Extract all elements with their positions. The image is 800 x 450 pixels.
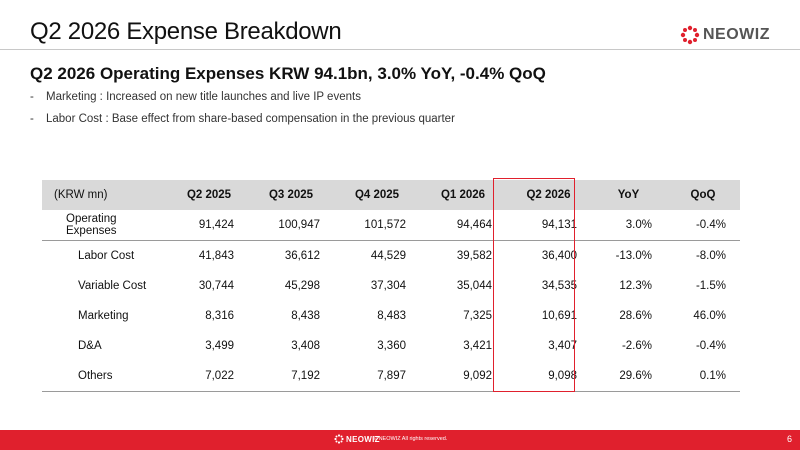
cell: -2.6% <box>621 340 652 352</box>
neowiz-logo: NEOWIZ <box>680 24 770 46</box>
cell: 100,947 <box>248 210 334 241</box>
cell: -0.4% <box>666 210 740 241</box>
cell: -0.4% <box>695 340 726 352</box>
cell: 3,499 <box>205 340 234 352</box>
table-row: D&A 3,499 3,408 3,360 3,421 3,407 -2.6% … <box>42 331 740 361</box>
table-row: Others 7,022 7,192 7,897 9,092 9,098 29.… <box>42 361 740 392</box>
cell: 3.0% <box>591 210 666 241</box>
cell: 7,022 <box>170 361 248 392</box>
cell: 44,529 <box>370 250 406 262</box>
row-label: Variable Cost <box>78 280 147 292</box>
cell: 35,044 <box>456 280 492 292</box>
cell: 101,572 <box>334 210 420 241</box>
neowiz-logo-icon <box>680 25 700 45</box>
logo-text: NEOWIZ <box>703 26 770 43</box>
cell: 45,298 <box>284 280 320 292</box>
footer-logo-text: NEOWIZ <box>346 434 380 444</box>
footer-copyright: © NEOWIZ All rights reserved. <box>373 436 448 442</box>
cell: 36,612 <box>284 250 320 262</box>
bullet-item: - Marketing : Increased on new title laun… <box>30 90 455 112</box>
footer-bar: NEOWIZ © NEOWIZ All rights reserved. 6 <box>0 430 800 450</box>
table-header-row: (KRW mn) Q2 2025 Q3 2025 Q4 2025 Q1 2026… <box>42 180 740 210</box>
row-label: Labor Cost <box>78 250 135 262</box>
cell: 94,464 <box>420 210 506 241</box>
cell: 3,407 <box>548 340 577 352</box>
cell: 46.0% <box>693 310 726 322</box>
cell: 8,483 <box>377 310 406 322</box>
table-row: Marketing 8,316 8,438 8,483 7,325 10,691… <box>42 301 740 331</box>
footer-logo-icon <box>334 434 344 444</box>
cell: 7,192 <box>248 361 334 392</box>
cell: 41,843 <box>198 250 234 262</box>
table-row: Labor Cost 41,843 36,612 44,529 39,582 3… <box>42 241 740 272</box>
cell: 0.1% <box>666 361 740 392</box>
cell: 28.6% <box>619 310 652 322</box>
title-divider <box>0 49 800 50</box>
cell: 36,400 <box>541 250 577 262</box>
bullet-text: Marketing : Increased on new title launc… <box>46 91 361 103</box>
row-label: Operating Expenses <box>42 210 170 241</box>
bullet-dash: - <box>30 91 34 103</box>
row-label: Others <box>42 361 170 392</box>
header-yoy: YoY <box>591 180 666 210</box>
header-qoq: QoQ <box>666 180 740 210</box>
cell: 34,535 <box>541 280 577 292</box>
header-q2-2026: Q2 2026 <box>506 180 591 210</box>
cell: -13.0% <box>615 250 652 262</box>
cell: -8.0% <box>695 250 726 262</box>
bullet-list: - Marketing : Increased on new title laun… <box>30 90 455 134</box>
q2-2026-highlight-box <box>493 178 575 392</box>
bullet-item: - Labor Cost : Base effect from share-bas… <box>30 112 455 134</box>
expense-table: (KRW mn) Q2 2025 Q3 2025 Q4 2025 Q1 2026… <box>42 180 740 392</box>
cell: 7,325 <box>463 310 492 322</box>
cell: 9,092 <box>420 361 506 392</box>
cell: 10,691 <box>541 310 577 322</box>
cell: -1.5% <box>695 280 726 292</box>
header-q4-2025: Q4 2025 <box>334 180 420 210</box>
header-q2-2025: Q2 2025 <box>170 180 248 210</box>
cell: 3,360 <box>377 340 406 352</box>
cell: 30,744 <box>198 280 234 292</box>
footer-logo: NEOWIZ <box>334 434 380 444</box>
cell: 94,131 <box>506 210 591 241</box>
row-label: Marketing <box>78 310 129 322</box>
header-q1-2026: Q1 2026 <box>420 180 506 210</box>
cell: 8,316 <box>205 310 234 322</box>
header-q3-2025: Q3 2025 <box>248 180 334 210</box>
row-label: D&A <box>78 340 102 352</box>
cell: 91,424 <box>170 210 248 241</box>
cell: 29.6% <box>591 361 666 392</box>
cell: 3,421 <box>463 340 492 352</box>
cell: 3,408 <box>291 340 320 352</box>
header-unit: (KRW mn) <box>42 180 170 210</box>
cell: 8,438 <box>291 310 320 322</box>
cell: 12.3% <box>619 280 652 292</box>
bullet-text: Labor Cost : Base effect from share-base… <box>46 113 455 125</box>
cell: 7,897 <box>334 361 420 392</box>
page-title: Q2 2026 Expense Breakdown <box>30 18 342 45</box>
page-number: 6 <box>786 434 792 444</box>
cell: 37,304 <box>370 280 406 292</box>
section-subtitle: Q2 2026 Operating Expenses KRW 94.1bn, 3… <box>30 64 546 83</box>
cell: 39,582 <box>456 250 492 262</box>
bullet-dash: - <box>30 113 34 125</box>
table-row: Variable Cost 30,744 45,298 37,304 35,04… <box>42 271 740 301</box>
table-row: Operating Expenses 91,424 100,947 101,57… <box>42 210 740 241</box>
